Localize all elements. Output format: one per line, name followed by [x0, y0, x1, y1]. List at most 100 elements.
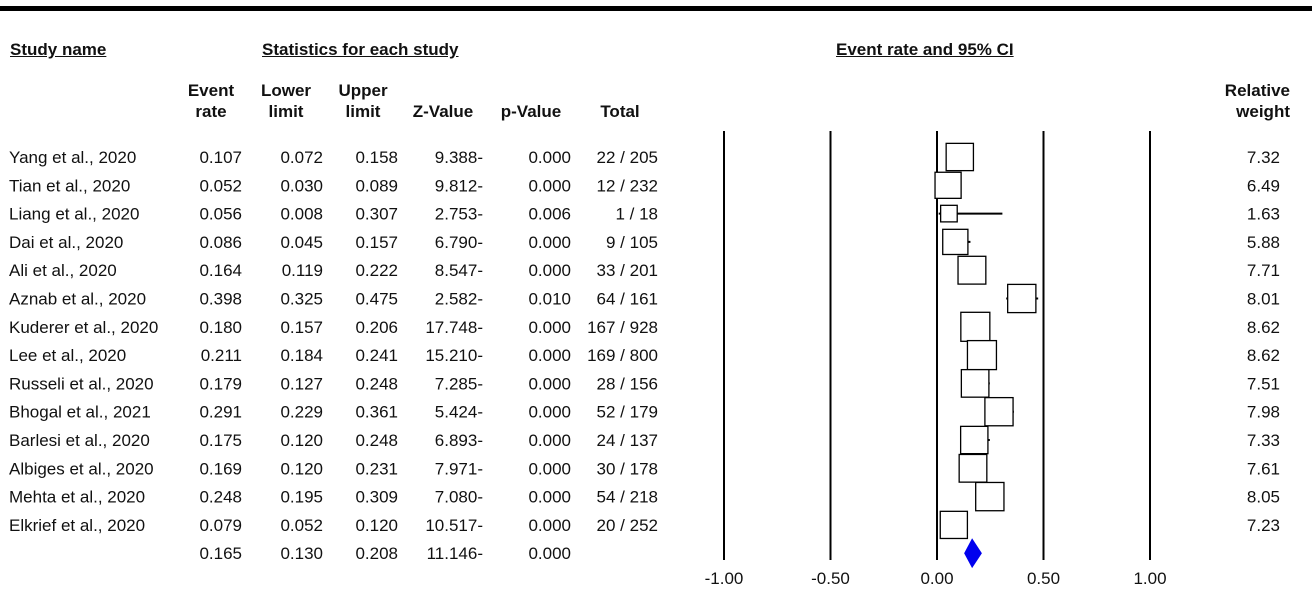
- p-value: 0.010: [528, 290, 571, 309]
- study-marker: [945, 142, 975, 172]
- lower-limit-col-header-line2: limit: [268, 102, 304, 121]
- z-value: 8.547-: [435, 261, 483, 280]
- summary-p-value: 0.000: [528, 544, 571, 563]
- upper-limit-value: 0.307: [355, 205, 398, 224]
- summary-event-rate: 0.165: [199, 544, 242, 563]
- upper-limit-value: 0.120: [355, 516, 398, 535]
- lower-limit-value: 0.229: [280, 403, 323, 422]
- study-name: Aznab et al., 2020: [9, 290, 146, 309]
- upper-limit-value: 0.158: [355, 148, 398, 167]
- relative-weight-value: 8.05: [1247, 488, 1280, 507]
- study-name: Barlesi et al., 2020: [9, 431, 150, 450]
- event-rate-value: 0.398: [199, 290, 242, 309]
- p-value: 0.000: [528, 346, 571, 365]
- total-col-header: Total: [600, 102, 640, 121]
- p-value: 0.000: [528, 459, 571, 478]
- event-rate-value: 0.169: [199, 459, 242, 478]
- relative-weight-col-header: Relative weight: [1200, 80, 1290, 122]
- z-value: 6.790-: [435, 233, 483, 252]
- total-value: 20 / 252: [597, 516, 658, 535]
- lower-limit-value: 0.120: [280, 459, 323, 478]
- upper-limit-value: 0.475: [355, 290, 398, 309]
- lower-limit-value: 0.045: [280, 233, 323, 252]
- upper-limit-value: 0.231: [355, 459, 398, 478]
- x-tick-label: -1.00: [705, 569, 744, 588]
- upper-limit-value: 0.248: [355, 374, 398, 393]
- x-tick-label: 1.00: [1133, 569, 1166, 588]
- total-value: 12 / 232: [597, 176, 658, 195]
- z-value-col-header: Z-Value: [412, 102, 474, 121]
- total-value: 1 / 18: [615, 205, 658, 224]
- upper-limit-value: 0.361: [355, 403, 398, 422]
- p-value: 0.006: [528, 205, 571, 224]
- upper-limit-value: 0.248: [355, 431, 398, 450]
- event-rate-col-header-line2: rate: [195, 102, 227, 121]
- total-value: 167 / 928: [587, 318, 658, 337]
- p-value-col-header: p-Value: [500, 102, 562, 121]
- p-value: 0.000: [528, 374, 571, 393]
- event-rate-value: 0.164: [199, 261, 242, 280]
- study-name: Liang et al., 2020: [9, 205, 139, 224]
- lower-limit-value: 0.325: [280, 290, 323, 309]
- summary-lower-limit: 0.130: [280, 544, 323, 563]
- event-rate-value: 0.179: [199, 374, 242, 393]
- study-marker: [957, 255, 987, 285]
- z-value: 7.285-: [435, 374, 483, 393]
- lower-limit-value: 0.052: [280, 516, 323, 535]
- lower-limit-col-header-line1: Lower: [260, 81, 312, 100]
- event-rate-col-header: Event rate: [182, 80, 240, 122]
- p-value: 0.000: [528, 488, 571, 507]
- relative-weight-value: 7.98: [1247, 403, 1280, 422]
- p-value: 0.000: [528, 148, 571, 167]
- event-rate-value: 0.056: [199, 205, 242, 224]
- upper-limit-value: 0.309: [355, 488, 398, 507]
- relative-weight-value: 7.71: [1247, 261, 1280, 280]
- study-name: Mehta et al., 2020: [9, 488, 145, 507]
- statistics-header: Statistics for each study: [262, 40, 459, 59]
- p-value: 0.000: [528, 318, 571, 337]
- study-name: Tian et al., 2020: [9, 176, 130, 195]
- total-value: 28 / 156: [597, 374, 658, 393]
- p-value: 0.000: [528, 431, 571, 450]
- z-value: 9.388-: [435, 148, 483, 167]
- p-value: 0.000: [528, 403, 571, 422]
- p-value: 0.000: [528, 261, 571, 280]
- lower-limit-value: 0.157: [280, 318, 323, 337]
- lower-limit-value: 0.195: [280, 488, 323, 507]
- event-rate-value: 0.086: [199, 233, 242, 252]
- study-name: Elkrief et al., 2020: [9, 516, 145, 535]
- study-marker: [939, 510, 969, 540]
- z-value: 2.753-: [435, 205, 483, 224]
- z-value: 15.210-: [425, 346, 483, 365]
- lower-limit-col-header: Lower limit: [254, 80, 318, 122]
- relative-weight-value: 8.62: [1247, 318, 1280, 337]
- total-value: 169 / 800: [587, 346, 658, 365]
- upper-limit-value: 0.157: [355, 233, 398, 252]
- total-value: 54 / 218: [597, 488, 658, 507]
- z-value: 6.893-: [435, 431, 483, 450]
- event-rate-value: 0.211: [201, 346, 242, 365]
- study-name: Yang et al., 2020: [9, 148, 136, 167]
- x-tick-label: -0.50: [811, 569, 850, 588]
- upper-limit-value: 0.241: [355, 346, 398, 365]
- study-marker: [934, 171, 962, 199]
- p-value: 0.000: [528, 233, 571, 252]
- event-rate-value: 0.180: [199, 318, 242, 337]
- z-value: 2.582-: [435, 290, 483, 309]
- study-name: Kuderer et al., 2020: [9, 318, 158, 337]
- lower-limit-value: 0.184: [280, 346, 323, 365]
- event-rate-value: 0.291: [199, 403, 242, 422]
- study-marker: [959, 425, 989, 455]
- total-value: 9 / 105: [606, 233, 658, 252]
- upper-limit-col-header-line2: limit: [345, 102, 381, 121]
- lower-limit-value: 0.030: [280, 176, 323, 195]
- study-name: Lee et al., 2020: [9, 346, 126, 365]
- event-rate-value: 0.175: [199, 431, 242, 450]
- upper-limit-col-header: Upper limit: [332, 80, 394, 122]
- study-name: Ali et al., 2020: [9, 261, 117, 280]
- total-value: 52 / 179: [597, 403, 658, 422]
- event-rate-value: 0.107: [199, 148, 242, 167]
- study-marker: [939, 204, 958, 223]
- relative-weight-value: 7.23: [1247, 516, 1280, 535]
- study-name: Dai et al., 2020: [9, 233, 123, 252]
